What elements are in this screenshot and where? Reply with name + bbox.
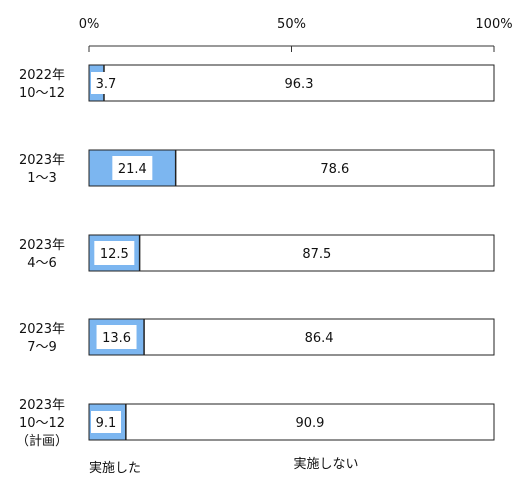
category-label-line: 10〜12 xyxy=(19,86,65,101)
category-label-line: （計画） xyxy=(16,433,68,449)
bar-segment-not-implemented xyxy=(139,235,494,271)
category-label-line: 7〜9 xyxy=(27,340,57,355)
legend-implemented: 実施した xyxy=(89,460,141,476)
category-label: 2023年 7〜9 xyxy=(19,322,65,355)
x-axis: 0% 50% 100% xyxy=(79,17,513,52)
category-label-line: 10〜12 xyxy=(19,416,65,431)
bar-segment-not-implemented xyxy=(103,65,495,101)
data-label-box xyxy=(94,241,135,265)
x-tick-label: 50% xyxy=(277,17,306,32)
data-label-implemented: 12.5 xyxy=(100,247,129,262)
data-label-not-implemented: 86.4 xyxy=(305,331,334,346)
x-tick-label: 0% xyxy=(79,17,100,32)
data-label-box xyxy=(112,156,153,180)
data-label-box xyxy=(96,325,137,349)
bar-outline xyxy=(88,403,495,441)
category-label-line: 1〜3 xyxy=(27,171,57,186)
category-label-line: 2023年 xyxy=(19,153,65,168)
bar-outline xyxy=(88,149,495,187)
bar-segment-not-implemented xyxy=(144,319,494,355)
bar-segment-not-implemented xyxy=(125,404,494,440)
category-label-line: 2023年 xyxy=(19,398,65,413)
bar-outline xyxy=(88,64,495,102)
data-label-implemented: 9.1 xyxy=(96,416,117,431)
data-label-implemented: 21.4 xyxy=(118,162,147,177)
category-label-line: 2023年 xyxy=(19,238,65,253)
category-label: 2023年 10〜12 （計画） xyxy=(16,398,68,449)
bar-outline xyxy=(88,234,495,272)
data-label-implemented: 3.7 xyxy=(96,77,117,92)
legend: 実施した 実施しない xyxy=(89,456,359,476)
data-label-implemented: 13.6 xyxy=(102,331,131,346)
data-label-box xyxy=(91,72,121,94)
bar-outline xyxy=(88,318,495,356)
data-label-box xyxy=(91,411,121,433)
category-label: 2022年 10〜12 xyxy=(19,68,65,101)
category-label-line: 4〜6 xyxy=(27,256,57,271)
bars: 3.7 96.3 21.4 78.6 12.5 87.5 13.6 86.4 9.1 90.9 xyxy=(88,64,495,441)
category-labels: 2022年 10〜12 2023年 1〜3 2023年 4〜6 2023年 7〜9 2023年 1… xyxy=(16,68,68,449)
category-label: 2023年 4〜6 xyxy=(19,238,65,271)
data-label-not-implemented: 87.5 xyxy=(302,247,331,262)
bar-segment-not-implemented xyxy=(175,150,495,186)
category-label-line: 2022年 xyxy=(19,68,65,83)
data-label-not-implemented: 96.3 xyxy=(285,77,314,92)
x-tick-label: 100% xyxy=(475,17,512,32)
data-label-not-implemented: 90.9 xyxy=(295,416,324,431)
legend-not-implemented: 実施しない xyxy=(293,456,358,472)
data-label-not-implemented: 78.6 xyxy=(320,162,349,177)
category-label: 2023年 1〜3 xyxy=(19,153,65,186)
category-label-line: 2023年 xyxy=(19,322,65,337)
